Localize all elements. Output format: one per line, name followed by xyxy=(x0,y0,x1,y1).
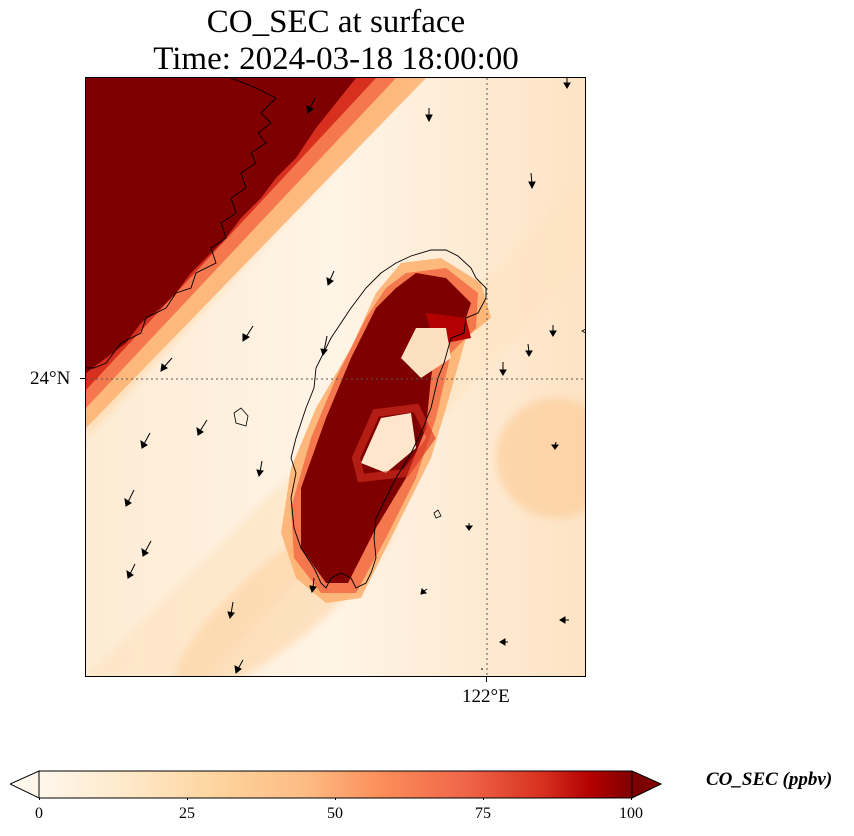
wind-arrow xyxy=(309,577,317,594)
chart-title-line1: CO_SEC at surface xyxy=(206,4,466,40)
wind-arrow xyxy=(525,343,533,357)
lat-tick xyxy=(80,378,85,379)
island-coast-small xyxy=(233,407,249,427)
colorbar-extend-min xyxy=(10,770,40,799)
wind-arrow xyxy=(256,460,264,478)
wind-arrow xyxy=(234,659,244,674)
wind-arrow xyxy=(141,540,152,557)
light-patch-north xyxy=(401,328,451,378)
wind-arrow xyxy=(559,616,569,624)
wind-arrow xyxy=(420,587,428,595)
light-patch-south-rim xyxy=(351,403,436,483)
wind-arrow xyxy=(160,357,173,372)
wind-arrow xyxy=(551,441,559,450)
colorbar-tick-label: 50 xyxy=(327,805,343,822)
wind-arrow xyxy=(124,489,135,507)
wind-arrow xyxy=(563,78,571,89)
colorbar-extend-max xyxy=(631,770,662,799)
map-panel xyxy=(85,77,586,677)
colorbar-tick-marks xyxy=(39,798,632,800)
wind-vectors xyxy=(124,78,571,674)
island-coast-tiny-2 xyxy=(581,329,585,334)
wind-arrow xyxy=(196,419,208,436)
lon-label: 122°E xyxy=(462,686,510,707)
colorbar-body xyxy=(38,770,633,799)
wind-arrow xyxy=(326,270,335,286)
wind-arrow xyxy=(499,362,507,376)
wind-arrow xyxy=(465,523,473,531)
chart-title-line2: Time: 2024-03-18 18:00:00 xyxy=(153,41,519,77)
wind-arrow xyxy=(528,172,536,190)
lat-label: 24°N xyxy=(30,368,71,389)
colorbar-tick-label: 25 xyxy=(179,805,195,822)
colorbar-tick-label: 0 xyxy=(35,805,43,822)
island-coast-tiny xyxy=(433,509,442,519)
concentration-map xyxy=(86,78,585,676)
taiwan-coastline xyxy=(290,249,487,589)
colorbar-tick-label: 100 xyxy=(619,805,643,822)
lon-tick xyxy=(486,677,487,682)
mainland-coastline xyxy=(86,78,277,369)
wind-arrow xyxy=(425,108,433,123)
wind-arrow xyxy=(227,601,235,620)
wind-arrow xyxy=(306,97,316,114)
wind-arrow xyxy=(140,432,151,449)
wind-arrow xyxy=(320,335,328,357)
wind-arrow xyxy=(242,325,254,342)
colorbar xyxy=(10,770,662,800)
colorbar-tick-label: 75 xyxy=(475,805,491,822)
mainland-high-region xyxy=(86,78,356,373)
east-plume xyxy=(496,398,585,518)
wind-arrow xyxy=(499,638,508,646)
wind-arrow xyxy=(126,563,136,579)
colorbar-label: CO_SEC (ppbv) xyxy=(706,769,833,790)
light-patch-south xyxy=(361,413,416,473)
wind-arrow xyxy=(549,325,557,337)
